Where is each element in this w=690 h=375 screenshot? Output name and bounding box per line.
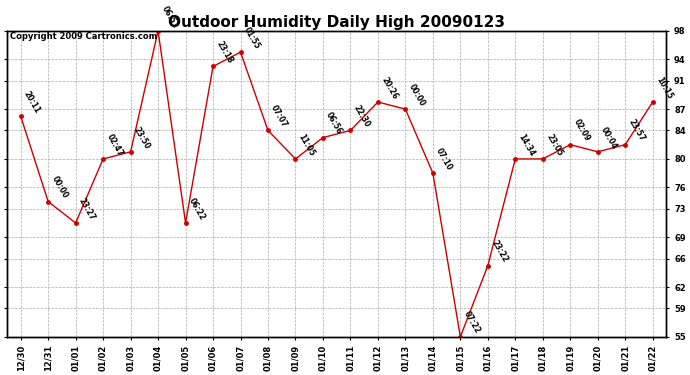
Text: 07:07: 07:07 [269, 104, 289, 129]
Text: 00:00: 00:00 [50, 175, 70, 200]
Text: 07:10: 07:10 [434, 146, 454, 172]
Text: 22:30: 22:30 [352, 104, 372, 129]
Title: Outdoor Humidity Daily High 20090123: Outdoor Humidity Daily High 20090123 [168, 15, 505, 30]
Text: 00:04: 00:04 [599, 125, 619, 150]
Text: 23:27: 23:27 [77, 196, 97, 222]
Text: 20:26: 20:26 [380, 75, 399, 100]
Text: 00:00: 00:00 [407, 82, 426, 108]
Text: 20:11: 20:11 [22, 90, 42, 115]
Text: 23:57: 23:57 [627, 118, 647, 143]
Text: 23:05: 23:05 [544, 132, 564, 158]
Text: Copyright 2009 Cartronics.com: Copyright 2009 Cartronics.com [10, 32, 157, 41]
Text: 02:09: 02:09 [571, 118, 591, 143]
Text: 06:22: 06:22 [187, 196, 207, 222]
Text: 23:22: 23:22 [489, 239, 509, 264]
Text: 06:51: 06:51 [159, 4, 179, 30]
Text: 01:55: 01:55 [242, 26, 262, 51]
Text: 10:15: 10:15 [654, 75, 674, 100]
Text: 02:47: 02:47 [104, 132, 124, 158]
Text: 14:34: 14:34 [517, 132, 537, 158]
Text: 06:56: 06:56 [324, 111, 344, 136]
Text: 23:18: 23:18 [215, 39, 235, 65]
Text: 07:22: 07:22 [462, 310, 482, 335]
Text: 11:05: 11:05 [297, 132, 317, 158]
Text: 23:50: 23:50 [132, 125, 152, 150]
